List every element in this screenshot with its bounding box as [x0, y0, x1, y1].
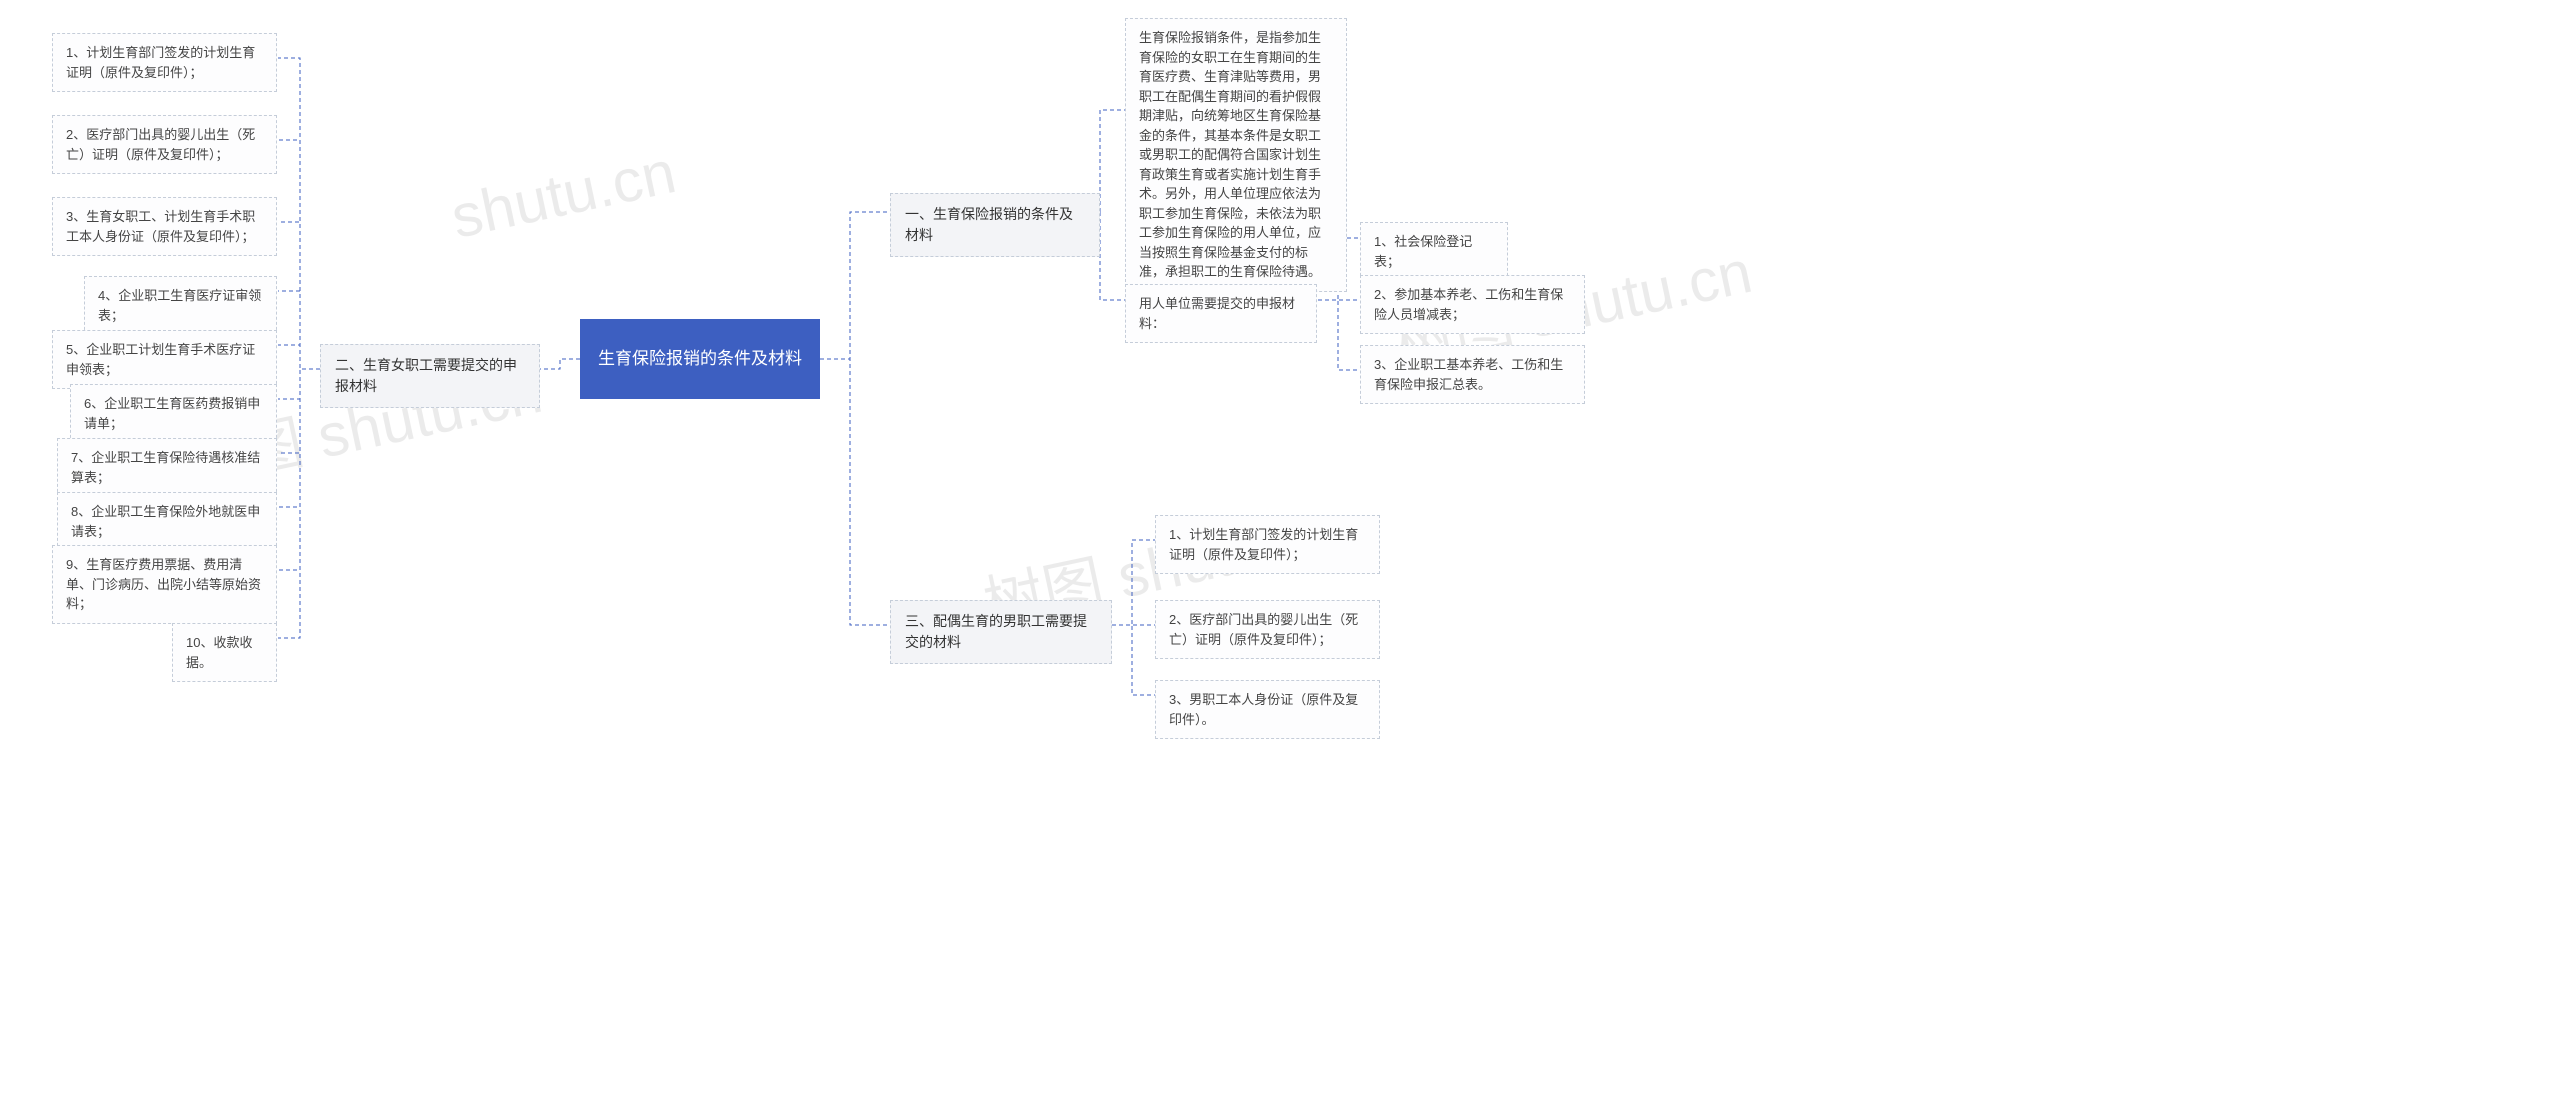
leaf-text: 1、社会保险登记表；	[1374, 234, 1472, 269]
branch-1-intro-text: 生育保险报销条件，是指参加生育保险的女职工在生育期间的生育医疗费、生育津贴等费用…	[1139, 30, 1321, 279]
leaf-text: 2、医疗部门出具的婴儿出生（死亡）证明（原件及复印件）；	[66, 127, 255, 162]
leaf-text: 10、收款收据。	[186, 635, 252, 670]
branch-3-item-1[interactable]: 1、计划生育部门签发的计划生育证明（原件及复印件）；	[1155, 515, 1380, 574]
leaf-text: 1、计划生育部门签发的计划生育证明（原件及复印件）；	[66, 45, 255, 80]
branch-1-sub[interactable]: 用人单位需要提交的申报材料：	[1125, 284, 1317, 343]
branch-1-sub-item-3[interactable]: 3、企业职工基本养老、工伤和生育保险申报汇总表。	[1360, 345, 1585, 404]
branch-2-title: 二、生育女职工需要提交的申报材料	[335, 357, 517, 394]
branch-2-item-5[interactable]: 5、企业职工计划生育手术医疗证申领表；	[52, 330, 277, 389]
branch-1-sub-item-2[interactable]: 2、参加基本养老、工伤和生育保险人员增减表；	[1360, 275, 1585, 334]
leaf-text: 2、医疗部门出具的婴儿出生（死亡）证明（原件及复印件）；	[1169, 612, 1358, 647]
branch-2-item-9[interactable]: 9、生育医疗费用票据、费用清单、门诊病历、出院小结等原始资料；	[52, 545, 277, 624]
leaf-text: 3、男职工本人身份证（原件及复印件）。	[1169, 692, 1358, 727]
root-node[interactable]: 生育保险报销的条件及材料	[580, 319, 820, 399]
leaf-text: 9、生育医疗费用票据、费用清单、门诊病历、出院小结等原始资料；	[66, 557, 261, 611]
branch-2-item-3[interactable]: 3、生育女职工、计划生育手术职工本人身份证（原件及复印件）；	[52, 197, 277, 256]
branch-3[interactable]: 三、配偶生育的男职工需要提交的材料	[890, 600, 1112, 664]
branch-2-item-4[interactable]: 4、企业职工生育医疗证审领表；	[84, 276, 277, 335]
branch-2-item-7[interactable]: 7、企业职工生育保险待遇核准结算表；	[57, 438, 277, 497]
leaf-text: 5、企业职工计划生育手术医疗证申领表；	[66, 342, 255, 377]
branch-2[interactable]: 二、生育女职工需要提交的申报材料	[320, 344, 540, 408]
branch-3-title: 三、配偶生育的男职工需要提交的材料	[905, 613, 1087, 650]
branch-3-item-2[interactable]: 2、医疗部门出具的婴儿出生（死亡）证明（原件及复印件）；	[1155, 600, 1380, 659]
leaf-text: 7、企业职工生育保险待遇核准结算表；	[71, 450, 260, 485]
branch-1-intro[interactable]: 生育保险报销条件，是指参加生育保险的女职工在生育期间的生育医疗费、生育津贴等费用…	[1125, 18, 1347, 292]
branch-1[interactable]: 一、生育保险报销的条件及材料	[890, 193, 1100, 257]
leaf-text: 6、企业职工生育医药费报销申请单；	[84, 396, 260, 431]
leaf-text: 3、企业职工基本养老、工伤和生育保险申报汇总表。	[1374, 357, 1563, 392]
leaf-text: 8、企业职工生育保险外地就医申请表；	[71, 504, 260, 539]
leaf-text: 4、企业职工生育医疗证审领表；	[98, 288, 261, 323]
branch-1-title: 一、生育保险报销的条件及材料	[905, 206, 1073, 243]
leaf-text: 1、计划生育部门签发的计划生育证明（原件及复印件）；	[1169, 527, 1358, 562]
root-title: 生育保险报销的条件及材料	[598, 347, 802, 371]
branch-2-item-10[interactable]: 10、收款收据。	[172, 623, 277, 682]
branch-1-sub-item-1[interactable]: 1、社会保险登记表；	[1360, 222, 1508, 281]
branch-3-item-3[interactable]: 3、男职工本人身份证（原件及复印件）。	[1155, 680, 1380, 739]
branch-2-item-6[interactable]: 6、企业职工生育医药费报销申请单；	[70, 384, 277, 443]
branch-2-item-8[interactable]: 8、企业职工生育保险外地就医申请表；	[57, 492, 277, 551]
watermark: shutu.cn	[445, 137, 681, 252]
leaf-text: 2、参加基本养老、工伤和生育保险人员增减表；	[1374, 287, 1563, 322]
branch-2-item-1[interactable]: 1、计划生育部门签发的计划生育证明（原件及复印件）；	[52, 33, 277, 92]
branch-2-item-2[interactable]: 2、医疗部门出具的婴儿出生（死亡）证明（原件及复印件）；	[52, 115, 277, 174]
branch-1-sub-title: 用人单位需要提交的申报材料：	[1139, 296, 1295, 331]
leaf-text: 3、生育女职工、计划生育手术职工本人身份证（原件及复印件）；	[66, 209, 255, 244]
